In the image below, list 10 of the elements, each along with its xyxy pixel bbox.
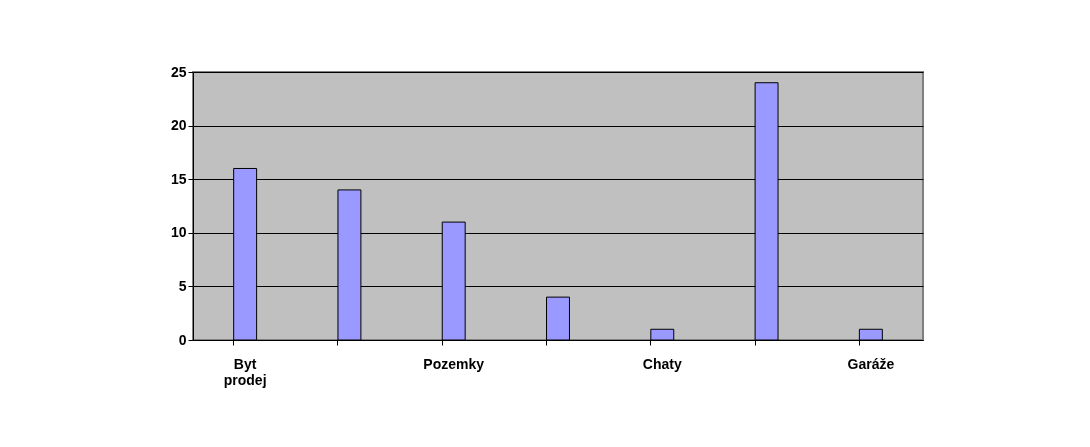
y-tick-label: 10	[170, 224, 187, 241]
x-tick-label: Garáže	[847, 355, 895, 372]
y-tick-label: 20	[170, 117, 187, 134]
y-tick-label: 15	[170, 170, 187, 187]
y-tick-label: 25	[170, 63, 187, 80]
x-tick-label: Chaty	[642, 355, 682, 372]
y-tick-label: 5	[178, 277, 187, 294]
x-tick-label: Byt prodej	[223, 355, 267, 388]
x-tick-label: Pozemky	[423, 355, 485, 372]
y-tick-label: 0	[178, 331, 187, 348]
